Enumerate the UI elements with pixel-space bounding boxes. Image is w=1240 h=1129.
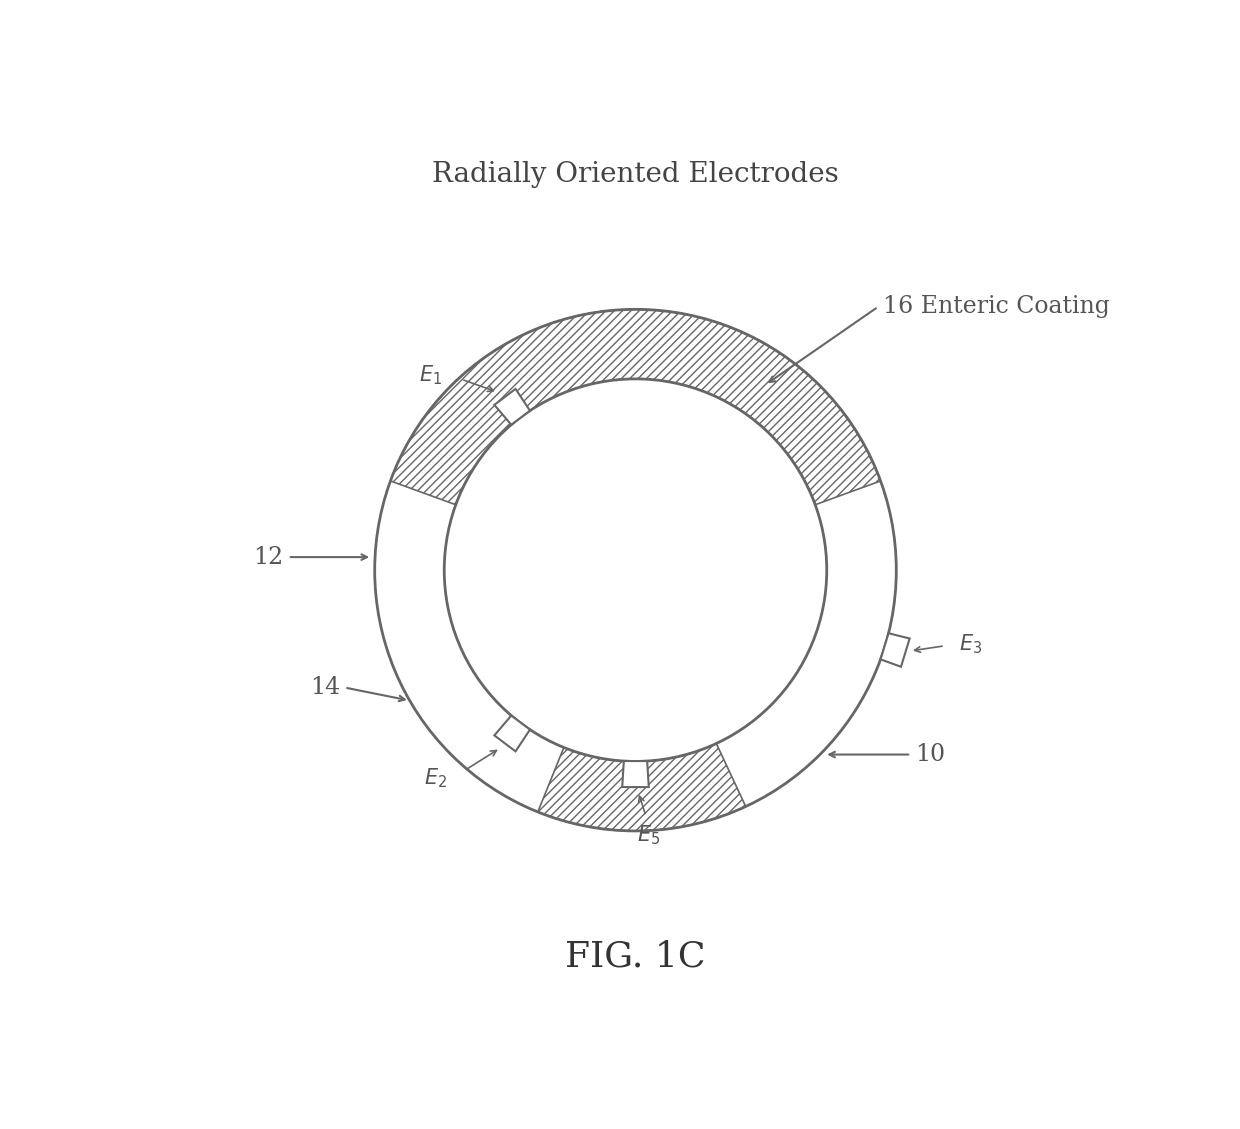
Polygon shape <box>495 388 529 425</box>
Text: 13: 13 <box>616 550 655 581</box>
Wedge shape <box>391 309 880 505</box>
Polygon shape <box>622 761 649 787</box>
Polygon shape <box>495 716 529 752</box>
Text: $E_5$: $E_5$ <box>637 823 660 847</box>
Circle shape <box>444 379 827 761</box>
Text: $E_2$: $E_2$ <box>424 767 446 790</box>
Text: 16 Enteric Coating: 16 Enteric Coating <box>883 296 1110 318</box>
Text: 12: 12 <box>253 545 284 569</box>
Text: 10: 10 <box>915 743 946 767</box>
Text: 14: 14 <box>310 676 340 699</box>
Polygon shape <box>880 633 910 667</box>
Text: $E_3$: $E_3$ <box>960 632 982 656</box>
Text: Radially Oriented Electrodes: Radially Oriented Electrodes <box>432 161 839 189</box>
Text: FIG. 1C: FIG. 1C <box>565 940 706 974</box>
Text: $E_1$: $E_1$ <box>419 364 443 386</box>
Wedge shape <box>538 744 745 831</box>
